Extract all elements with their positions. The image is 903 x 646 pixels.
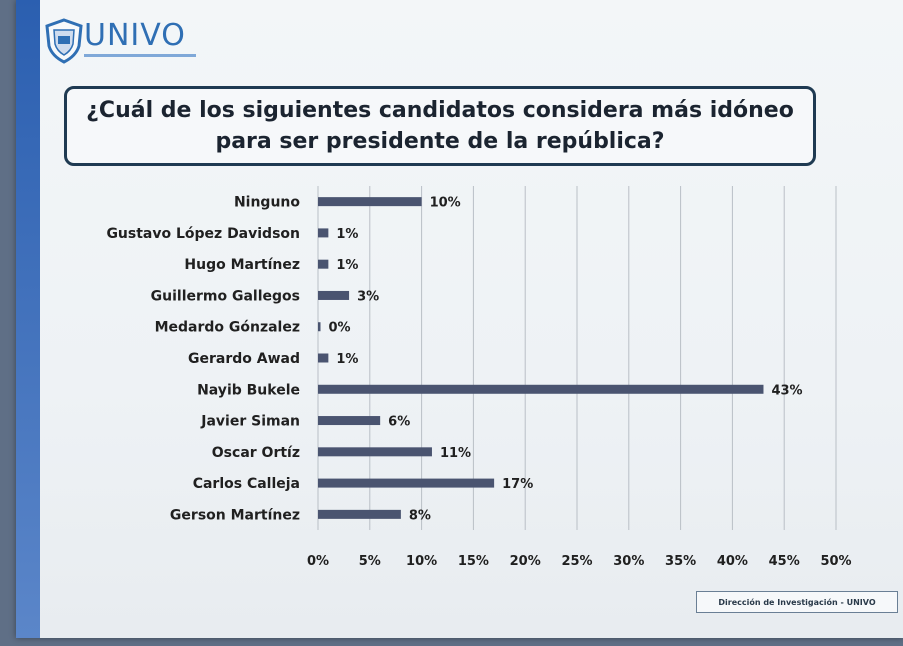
logo-text: UNIVO — [84, 18, 186, 53]
data-label: 17% — [502, 477, 533, 492]
logo-underline — [84, 54, 196, 57]
question-box: ¿Cuál de los siguientes candidatos consi… — [64, 86, 816, 166]
x-tick-label: 25% — [561, 554, 592, 569]
bar — [318, 197, 422, 207]
data-label: 1% — [336, 227, 358, 242]
category-label: Gerardo Awad — [188, 351, 300, 367]
bar — [318, 416, 381, 426]
data-label: 3% — [357, 289, 379, 304]
bar — [318, 509, 401, 519]
category-label: Nayib Bukele — [197, 382, 300, 398]
data-label: 1% — [336, 352, 358, 367]
category-label: Medardo Gónzalez — [155, 320, 300, 336]
data-label: 6% — [388, 415, 410, 430]
bar — [318, 447, 432, 457]
x-tick-label: 15% — [458, 554, 489, 569]
category-label: Gustavo López Davidson — [106, 226, 300, 242]
data-label: 11% — [440, 446, 471, 461]
footer-credit: Dirección de Investigación - UNIVO — [696, 591, 898, 613]
category-label: Oscar Ortíz — [212, 445, 300, 461]
x-tick-label: 0% — [307, 554, 329, 569]
shield-icon — [45, 18, 83, 64]
x-tick-label: 35% — [665, 554, 696, 569]
data-label: 1% — [336, 258, 358, 273]
x-tick-label: 5% — [359, 554, 381, 569]
x-tick-label: 20% — [510, 554, 541, 569]
data-label: 10% — [430, 196, 461, 211]
category-label: Hugo Martínez — [184, 257, 300, 273]
slide: UNIVO ¿Cuál de los siguientes candidatos… — [16, 0, 903, 638]
data-label: 43% — [771, 383, 802, 398]
x-tick-label: 40% — [717, 554, 748, 569]
data-label: 0% — [329, 321, 351, 336]
x-tick-label: 50% — [820, 554, 851, 569]
category-label: Carlos Calleja — [193, 476, 300, 492]
category-label: Javier Siman — [200, 414, 300, 430]
category-label: Guillermo Gallegos — [151, 288, 300, 304]
x-tick-label: 45% — [769, 554, 800, 569]
category-label: Gerson Martínez — [170, 507, 300, 523]
data-label: 8% — [409, 508, 431, 523]
univo-logo — [44, 14, 224, 66]
x-tick-label: 10% — [406, 554, 437, 569]
bar — [318, 228, 329, 238]
bar — [318, 353, 329, 363]
bar — [318, 478, 495, 488]
slide-left-stripe — [16, 0, 40, 638]
bar — [318, 259, 329, 269]
chart-title: ¿Cuál de los siguientes candidatos consi… — [86, 98, 794, 154]
category-label: Ninguno — [234, 195, 300, 211]
bar — [318, 290, 350, 300]
bar — [318, 322, 321, 332]
bar — [318, 384, 764, 394]
x-tick-label: 30% — [613, 554, 644, 569]
